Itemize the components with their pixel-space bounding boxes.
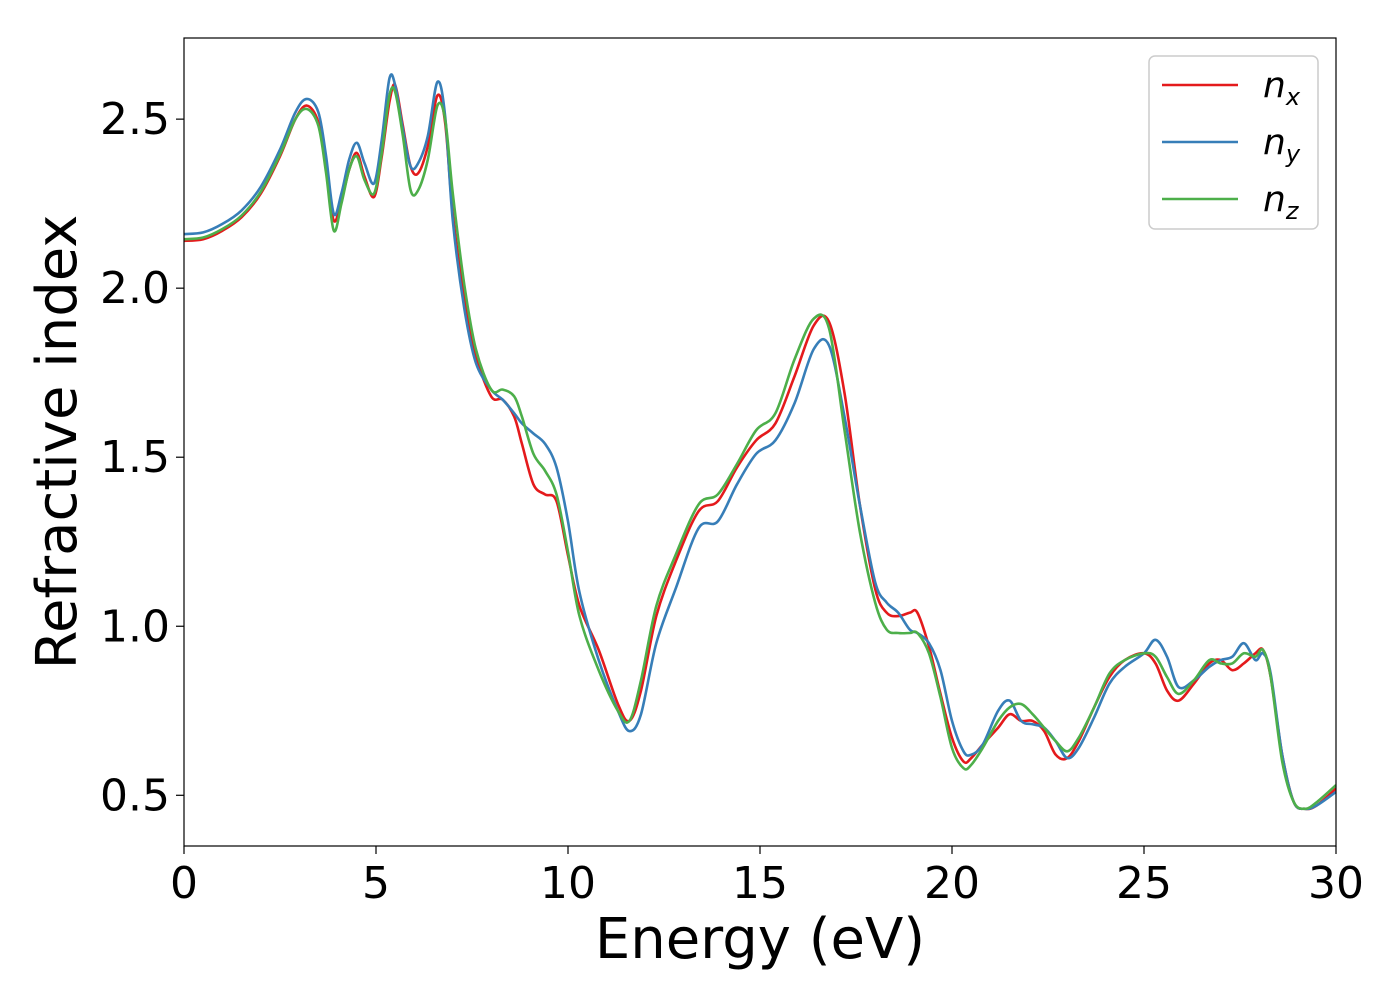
x-tick-label: 30: [1308, 858, 1364, 909]
series-line-z: [184, 86, 1336, 811]
y-tick-label: 0.5: [100, 770, 170, 821]
series-layer: [184, 73, 1336, 811]
y-tick-label: 1.0: [100, 601, 170, 652]
y-axis-title: Refractive index: [25, 215, 90, 670]
series-line-y: [184, 73, 1336, 811]
x-axis: 0 5 10 15 20 25 30: [170, 846, 1364, 909]
x-tick-label: 10: [540, 858, 596, 909]
y-axis: 0.5 1.0 1.5 2.0 2.5: [100, 94, 184, 821]
legend-label-x: nx: [1263, 65, 1301, 111]
x-axis-title: Energy (eV): [595, 907, 925, 972]
x-tick-label: 5: [362, 858, 390, 909]
x-tick-label: 15: [732, 858, 788, 909]
x-tick-label: 20: [924, 858, 980, 909]
x-tick-label: 25: [1116, 858, 1172, 909]
y-tick-label: 1.5: [100, 432, 170, 483]
legend-label-y: ny: [1263, 122, 1301, 168]
y-tick-label: 2.0: [100, 263, 170, 314]
y-tick-label: 2.5: [100, 94, 170, 145]
x-tick-label: 0: [170, 858, 198, 909]
